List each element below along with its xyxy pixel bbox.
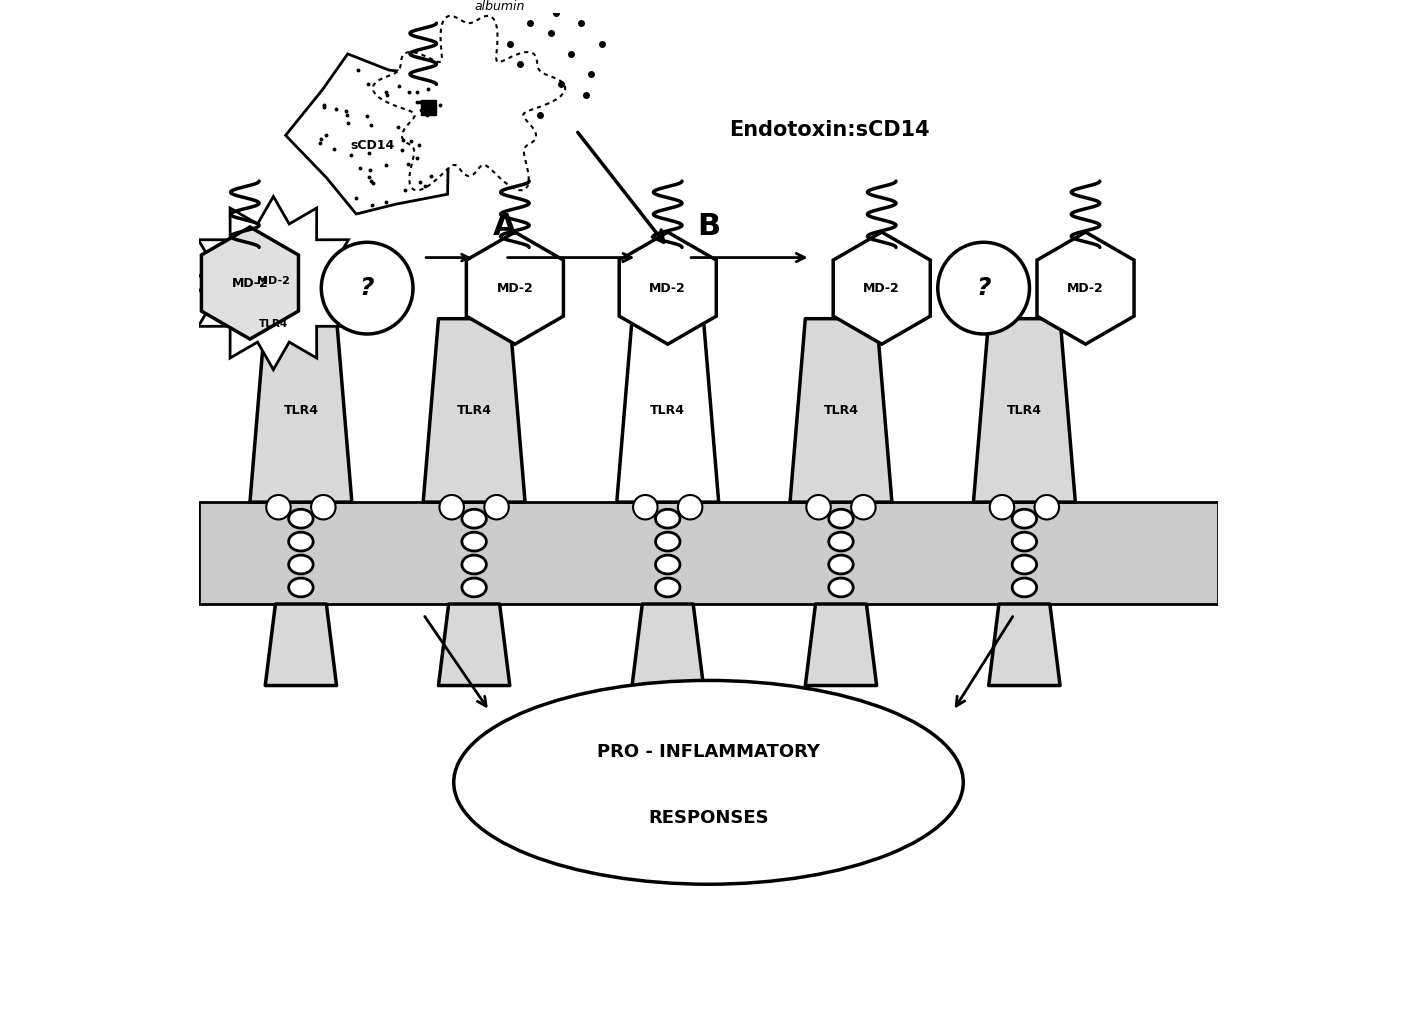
Text: TLR4: TLR4 bbox=[823, 404, 859, 417]
Polygon shape bbox=[805, 604, 877, 685]
Ellipse shape bbox=[1012, 509, 1037, 528]
Polygon shape bbox=[249, 319, 351, 503]
Text: TLR4: TLR4 bbox=[259, 319, 288, 329]
Polygon shape bbox=[989, 604, 1060, 685]
Polygon shape bbox=[373, 15, 565, 190]
Bar bbox=[421, 100, 436, 115]
Polygon shape bbox=[833, 232, 931, 345]
Circle shape bbox=[266, 495, 290, 519]
Ellipse shape bbox=[462, 578, 486, 596]
Text: TLR4: TLR4 bbox=[456, 404, 492, 417]
Circle shape bbox=[1034, 495, 1058, 519]
Ellipse shape bbox=[462, 555, 486, 574]
Ellipse shape bbox=[656, 555, 680, 574]
Polygon shape bbox=[791, 319, 891, 503]
Circle shape bbox=[633, 495, 657, 519]
Text: MD-2: MD-2 bbox=[231, 277, 268, 290]
Circle shape bbox=[938, 243, 1030, 334]
Text: MD-2: MD-2 bbox=[1067, 282, 1104, 294]
Polygon shape bbox=[1037, 232, 1134, 345]
Text: MD-2: MD-2 bbox=[863, 282, 900, 294]
Circle shape bbox=[439, 495, 463, 519]
Polygon shape bbox=[438, 604, 510, 685]
Polygon shape bbox=[619, 232, 716, 345]
Text: A: A bbox=[493, 213, 517, 241]
Polygon shape bbox=[973, 319, 1076, 503]
Text: TLR4: TLR4 bbox=[650, 404, 686, 417]
Polygon shape bbox=[424, 319, 526, 503]
Ellipse shape bbox=[289, 509, 313, 528]
Text: PRO - INFLAMMATORY: PRO - INFLAMMATORY bbox=[597, 743, 820, 761]
Text: ?: ? bbox=[360, 277, 374, 300]
Ellipse shape bbox=[1012, 555, 1037, 574]
Text: ?: ? bbox=[976, 277, 990, 300]
Ellipse shape bbox=[462, 509, 486, 528]
Ellipse shape bbox=[829, 533, 853, 551]
Circle shape bbox=[322, 243, 412, 334]
Ellipse shape bbox=[289, 578, 313, 596]
Circle shape bbox=[806, 495, 830, 519]
Ellipse shape bbox=[829, 578, 853, 596]
Polygon shape bbox=[466, 232, 564, 345]
Circle shape bbox=[989, 495, 1015, 519]
Ellipse shape bbox=[829, 509, 853, 528]
Text: sCD14: sCD14 bbox=[350, 139, 394, 152]
Polygon shape bbox=[201, 227, 299, 340]
Circle shape bbox=[312, 495, 336, 519]
Text: MD-2: MD-2 bbox=[256, 276, 290, 286]
Circle shape bbox=[852, 495, 876, 519]
Ellipse shape bbox=[1012, 533, 1037, 551]
Ellipse shape bbox=[289, 555, 313, 574]
Circle shape bbox=[485, 495, 509, 519]
Text: TLR4: TLR4 bbox=[1007, 404, 1041, 417]
Ellipse shape bbox=[453, 680, 964, 884]
Ellipse shape bbox=[656, 533, 680, 551]
Text: albumin: albumin bbox=[475, 0, 524, 13]
Circle shape bbox=[677, 495, 703, 519]
Text: MD-2: MD-2 bbox=[649, 282, 686, 294]
Text: Endotoxin:sCD14: Endotoxin:sCD14 bbox=[728, 120, 930, 140]
Ellipse shape bbox=[656, 509, 680, 528]
Text: MD-2: MD-2 bbox=[496, 282, 533, 294]
Text: RESPONSES: RESPONSES bbox=[648, 809, 769, 827]
Polygon shape bbox=[616, 319, 718, 503]
Ellipse shape bbox=[829, 555, 853, 574]
Ellipse shape bbox=[656, 578, 680, 596]
Bar bbox=[198, 503, 1219, 604]
Polygon shape bbox=[265, 604, 337, 685]
Polygon shape bbox=[187, 196, 360, 369]
Polygon shape bbox=[632, 604, 703, 685]
Ellipse shape bbox=[462, 533, 486, 551]
Text: B: B bbox=[697, 213, 720, 241]
Text: TLR4: TLR4 bbox=[283, 404, 319, 417]
Ellipse shape bbox=[1012, 578, 1037, 596]
Polygon shape bbox=[286, 54, 449, 214]
Ellipse shape bbox=[289, 533, 313, 551]
